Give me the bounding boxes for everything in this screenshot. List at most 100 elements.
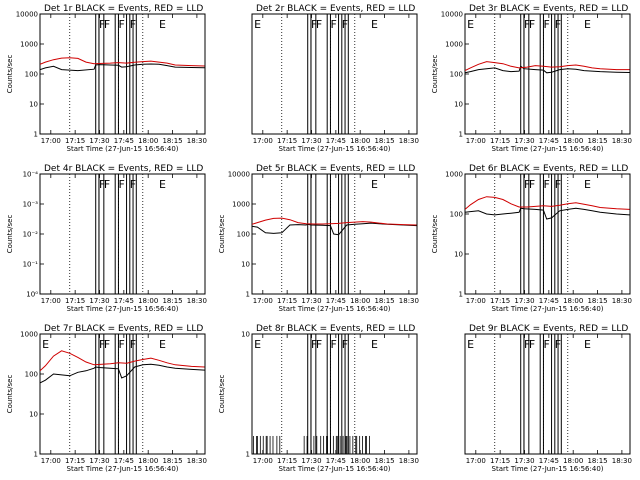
y-tick-label: 10000 xyxy=(441,11,463,19)
x-tick-label: 17:15 xyxy=(277,297,297,305)
x-axis-label: Start Time (27-Jun-15 16:56:40) xyxy=(67,145,179,153)
flag-letter: F xyxy=(316,338,322,351)
x-tick-label: 17:30 xyxy=(89,457,109,465)
x-tick-label: 18:00 xyxy=(350,457,370,465)
x-tick-label: 17:30 xyxy=(514,457,534,465)
y-tick-label: 1000 xyxy=(445,171,463,179)
panel-title: Det 8r BLACK = Events, RED = LLD xyxy=(256,324,415,334)
flag-letter: F xyxy=(99,18,105,31)
y-tick-label: 1000 xyxy=(20,41,38,49)
flag-letter: F xyxy=(342,18,348,31)
flag-letter: F xyxy=(543,178,549,191)
flag-letter: F xyxy=(330,18,336,31)
flag-letter: F xyxy=(99,338,105,351)
flag-letter: F xyxy=(316,18,322,31)
y-tick-label: 100 xyxy=(450,71,463,79)
plot-frame xyxy=(39,333,206,455)
x-tick-label: 18:15 xyxy=(587,457,607,465)
x-tick-label: 17:00 xyxy=(253,137,273,145)
flag-letter: F xyxy=(118,338,124,351)
flag-letter: F xyxy=(311,338,317,351)
flag-letter: E xyxy=(467,18,474,31)
series-events xyxy=(40,63,205,72)
flag-letter: E xyxy=(254,18,261,31)
x-tick-label: 17:45 xyxy=(326,457,346,465)
flag-letter: E xyxy=(371,338,378,351)
flag-letter: F xyxy=(99,178,105,191)
x-tick-label: 18:00 xyxy=(138,137,158,145)
flag-letter: E xyxy=(467,338,474,351)
y-tick-label: 1000 xyxy=(232,201,250,209)
y-axis-label: Counts/sec xyxy=(431,215,439,254)
flag-letter: F xyxy=(529,18,535,31)
plot-frame xyxy=(251,13,418,135)
y-tick-label: 10000 xyxy=(228,171,250,179)
x-axis-label: Start Time (27-Jun-15 16:56:40) xyxy=(67,465,179,473)
x-tick-label: 18:00 xyxy=(563,297,583,305)
panel-title: Det 3r BLACK = Events, RED = LLD xyxy=(469,4,628,14)
y-tick-label: 10 xyxy=(454,251,463,259)
flag-letter: E xyxy=(371,18,378,31)
x-axis-label: Start Time (27-Jun-15 16:56:40) xyxy=(492,465,604,473)
x-tick-label: 17:45 xyxy=(114,457,134,465)
y-tick-label: 10 xyxy=(29,411,38,419)
panel-title: Det 4r BLACK = Events, RED = LLD xyxy=(44,164,203,174)
x-tick-label: 18:00 xyxy=(350,297,370,305)
x-tick-label: 18:15 xyxy=(587,297,607,305)
panel-title: Det 1r BLACK = Events, RED = LLD xyxy=(44,4,203,14)
x-tick-label: 17:15 xyxy=(490,137,510,145)
y-tick-label: 1 xyxy=(459,291,463,299)
y-tick-label: 10⁻² xyxy=(23,231,39,239)
x-tick-label: 17:30 xyxy=(514,297,534,305)
x-tick-label: 17:45 xyxy=(114,297,134,305)
y-tick-label: 100 xyxy=(237,231,250,239)
x-tick-label: 18:15 xyxy=(162,137,182,145)
x-tick-label: 17:30 xyxy=(514,137,534,145)
flag-letter: F xyxy=(524,18,530,31)
x-axis-label: Start Time (27-Jun-15 16:56:40) xyxy=(67,305,179,313)
panel-8: Det 8r BLACK = Events, RED = LLD 17:00 17:… xyxy=(218,324,419,473)
x-tick-label: 18:30 xyxy=(399,137,419,145)
y-axis-label: Counts/sec xyxy=(218,375,226,414)
x-tick-label: 17:30 xyxy=(301,457,321,465)
panel-title: Det 9r BLACK = Events, RED = LLD xyxy=(469,324,628,334)
panel-4: Det 4r BLACK = Events, RED = LLD 17:00 17:… xyxy=(6,164,207,313)
x-tick-label: 18:00 xyxy=(563,457,583,465)
y-tick-label: 100 xyxy=(450,211,463,219)
flag-letter: F xyxy=(118,18,124,31)
y-tick-label: 10 xyxy=(454,101,463,109)
flag-letter: F xyxy=(104,18,110,31)
panel-5: Det 5r BLACK = Events, RED = LLD 17:00 17:… xyxy=(218,164,419,313)
x-axis-label: Start Time (27-Jun-15 16:56:40) xyxy=(279,145,391,153)
x-tick-label: 18:30 xyxy=(187,457,207,465)
series-lld xyxy=(40,57,205,67)
x-tick-label: 18:15 xyxy=(374,457,394,465)
flag-letter: F xyxy=(104,338,110,351)
x-tick-label: 17:15 xyxy=(277,457,297,465)
x-tick-label: 18:30 xyxy=(187,137,207,145)
x-tick-label: 18:15 xyxy=(374,297,394,305)
flag-letter: F xyxy=(342,338,348,351)
flag-letter: F xyxy=(524,178,530,191)
y-tick-label: 10 xyxy=(241,261,250,269)
flag-letter: E xyxy=(159,178,166,191)
plot-frame xyxy=(251,333,418,455)
plot-frame xyxy=(39,13,206,135)
series-lld xyxy=(40,350,205,372)
x-tick-label: 17:00 xyxy=(466,457,486,465)
y-tick-label: 100 xyxy=(25,71,38,79)
panel-7: Det 7r BLACK = Events, RED = LLD 17:00 17:… xyxy=(6,324,207,473)
x-tick-label: 17:00 xyxy=(41,137,61,145)
flag-letter: F xyxy=(529,178,535,191)
flag-letter: E xyxy=(584,178,591,191)
x-tick-label: 17:45 xyxy=(326,297,346,305)
panel-2: Det 2r BLACK = Events, RED = LLD 17:00 17:… xyxy=(251,4,419,153)
flag-letter: E xyxy=(159,18,166,31)
series-events xyxy=(252,222,417,236)
x-tick-label: 18:30 xyxy=(612,297,632,305)
series-lld xyxy=(252,217,417,226)
plot-frame xyxy=(464,13,631,135)
x-tick-label: 17:00 xyxy=(41,457,61,465)
x-tick-label: 18:30 xyxy=(399,297,419,305)
series-events xyxy=(465,65,630,74)
